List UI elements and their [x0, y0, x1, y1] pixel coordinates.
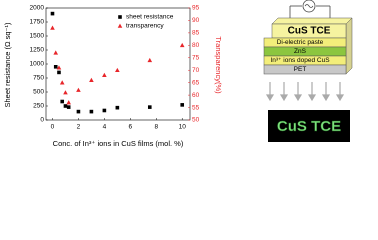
triangle-marker	[53, 50, 59, 55]
square-marker	[115, 105, 120, 110]
square-marker	[57, 70, 61, 75]
triangle-marker	[59, 80, 65, 85]
y-tick-label: 2000	[30, 5, 45, 12]
triangle-marker	[179, 42, 185, 48]
square-marker	[53, 65, 58, 69]
square-marker	[50, 11, 55, 16]
triangle-marker	[63, 90, 68, 95]
square-marker	[147, 105, 152, 109]
legend-marker	[117, 23, 123, 28]
square-marker	[180, 103, 185, 107]
y-tick-label: 250	[33, 103, 44, 110]
legend-marker	[118, 15, 122, 19]
output-label: CuS TCE	[277, 118, 341, 135]
triangle-marker	[76, 87, 81, 92]
layer-label: Di-electric paste	[277, 39, 324, 46]
y2-axis-label: Transparency(%)	[214, 36, 223, 94]
square-marker	[102, 108, 107, 113]
square-marker	[60, 99, 65, 104]
x-tick-label: 10	[179, 124, 187, 131]
top-face	[271, 17, 353, 25]
y2-tick-label: 90	[192, 17, 200, 24]
x-tick-label: 2	[77, 124, 81, 131]
output-box	[268, 110, 350, 142]
y2-tick-label: 85	[192, 30, 200, 37]
x-tick-label: 0	[51, 124, 55, 131]
triangle-marker	[66, 100, 72, 105]
y2-tick-label: 75	[192, 54, 200, 61]
y2-tick-label: 50	[192, 117, 200, 124]
x-axis-label: Conc. of In³⁺ ions in CuS films (mol. %)	[53, 139, 184, 148]
x-tick-label: 4	[103, 124, 107, 131]
light-arrows	[265, 82, 345, 102]
y2-tick-label: 65	[192, 79, 200, 86]
layer-label: PET	[294, 66, 307, 73]
y2-tick-label: 60	[192, 92, 200, 99]
triangle-marker	[102, 72, 107, 77]
y-tick-label: 1250	[30, 47, 45, 54]
square-marker	[89, 109, 94, 114]
y-tick-label: 1000	[30, 61, 45, 68]
y-tick-label: 1500	[30, 33, 45, 40]
triangle-marker	[147, 57, 153, 63]
layer-label: ZnS	[294, 48, 307, 55]
triangle-marker	[56, 65, 62, 70]
y2-tick-label: 80	[192, 42, 200, 49]
triangle-marker	[115, 67, 120, 73]
layer-box	[263, 64, 347, 75]
side-face	[345, 17, 353, 75]
x-tick-label: 8	[154, 124, 158, 131]
y2-tick-label: 55	[192, 104, 200, 111]
y-tick-label: 500	[33, 89, 44, 96]
y-axis-label: Sheet resistance (Ω sq⁻¹)	[3, 22, 12, 108]
y-tick-label: 750	[33, 75, 44, 82]
layer-label: In³⁺ ions doped CuS	[270, 57, 330, 64]
device-diagram: CuS TCE Di-electric paste ZnS In³⁺ ions …	[263, 0, 353, 142]
triangle-marker	[89, 77, 94, 82]
figure: Sheet resistance (Ω sq⁻¹) Transparency(%…	[3, 0, 353, 148]
legend-label: sheet resistance	[126, 14, 174, 21]
y2-tick-label: 70	[192, 67, 200, 74]
legend-label: transparency	[126, 23, 164, 30]
square-marker	[66, 105, 71, 109]
square-marker	[76, 109, 81, 114]
y2-tick-label: 95	[192, 5, 200, 12]
y-tick-label: 1750	[30, 19, 45, 26]
x-tick-label: 6	[129, 124, 133, 131]
square-marker	[63, 104, 68, 108]
triangle-marker	[50, 25, 55, 30]
ac-symbol	[304, 4, 314, 8]
y-tick-label: 0	[40, 117, 44, 124]
layer-label: CuS TCE	[288, 26, 331, 37]
